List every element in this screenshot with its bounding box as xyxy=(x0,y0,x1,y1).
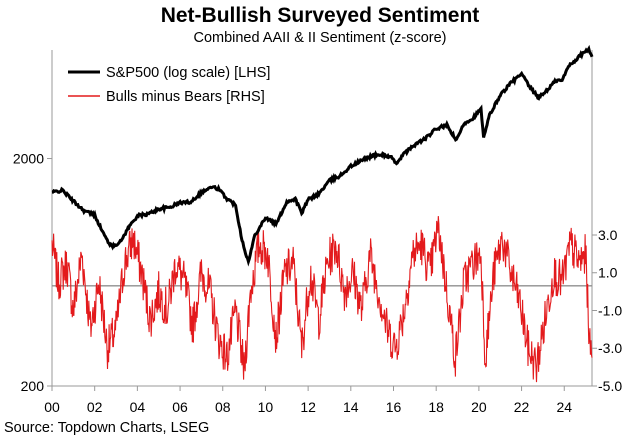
x-axis-ticks: 00 02 04 06 08 10 12 14 16 18 20 22 24 xyxy=(44,386,572,415)
x-tick-label: 16 xyxy=(386,399,402,415)
left-tick-label: 200 xyxy=(21,378,45,394)
right-tick-label: -3.0 xyxy=(598,340,622,356)
right-tick-label: -1.0 xyxy=(598,302,622,318)
chart-title: Net-Bullish Surveyed Sentiment xyxy=(161,4,480,27)
x-tick-label: 08 xyxy=(215,399,231,415)
x-tick-label: 18 xyxy=(428,399,444,415)
x-tick-label: 02 xyxy=(87,399,103,415)
right-tick-label: -5.0 xyxy=(598,378,622,394)
left-tick-label: 2000 xyxy=(13,151,44,167)
right-tick-label: 3.0 xyxy=(598,227,618,243)
x-tick-label: 20 xyxy=(471,399,487,415)
chart-subtitle: Combined AAII & II Sentiment (z-score) xyxy=(193,30,446,46)
x-tick-label: 24 xyxy=(556,399,572,415)
right-axis-ticks: 3.0 1.0 -1.0 -3.0 -5.0 xyxy=(592,227,622,394)
x-tick-label: 10 xyxy=(258,399,274,415)
legend-label-sp500: S&P500 (log scale) [LHS] xyxy=(106,65,270,81)
source-note: Source: Topdown Charts, LSEG xyxy=(4,420,209,436)
x-tick-label: 12 xyxy=(300,399,316,415)
legend: S&P500 (log scale) [LHS] Bulls minus Bea… xyxy=(68,65,270,105)
legend-label-bulls-minus-bears: Bulls minus Bears [RHS] xyxy=(106,89,265,105)
left-axis-ticks: 200 2000 xyxy=(13,151,52,394)
x-tick-label: 00 xyxy=(44,399,60,415)
x-tick-label: 14 xyxy=(343,399,359,415)
series-line-bulls-minus-bears xyxy=(51,216,593,383)
series-line-sp500 xyxy=(51,44,594,267)
x-tick-label: 04 xyxy=(130,399,146,415)
right-tick-label: 1.0 xyxy=(598,265,618,281)
x-tick-label: 22 xyxy=(514,399,530,415)
x-tick-label: 06 xyxy=(172,399,188,415)
plot-frame xyxy=(51,50,593,387)
